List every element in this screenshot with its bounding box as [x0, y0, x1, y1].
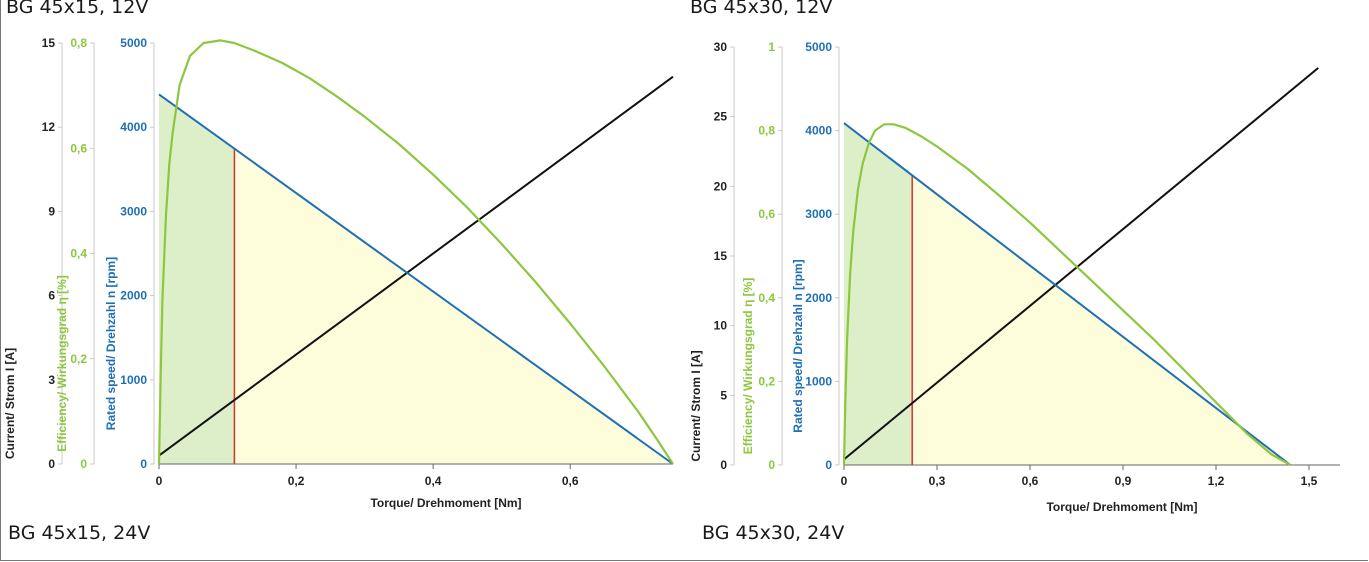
caption-bg45x15-12v: BG 45x15, 12V — [6, 0, 149, 18]
current-axis-tick-label: 9 — [48, 204, 55, 218]
efficiency-axis-tick-label: 0,2 — [70, 352, 87, 366]
continuous-operation-region — [159, 94, 235, 464]
speed-axis-label: Rated speed/ Drehzahl n [rpm] — [104, 257, 118, 430]
efficiency-axis-tick-label: 0 — [768, 458, 775, 472]
current-axis-tick-label: 0 — [720, 458, 727, 472]
x-axis-tick-label: 0 — [841, 474, 848, 488]
current-axis-tick-label: 20 — [714, 179, 728, 193]
continuous-operation-region — [844, 123, 913, 466]
x-axis-tick-label: 1,5 — [1301, 474, 1318, 488]
speed-axis-tick-label: 5000 — [805, 40, 832, 54]
x-axis-label: Torque/ Drehmoment [Nm] — [1046, 500, 1197, 514]
current-axis-label: Current/ Strom I [A] — [3, 348, 17, 459]
efficiency-axis-label: Efficiency/ Wirkungsgrad η [%] — [55, 275, 69, 452]
speed-axis-tick-label: 2000 — [120, 289, 147, 303]
efficiency-axis-tick-label: 0,2 — [758, 374, 775, 388]
efficiency-axis-tick-label: 0,6 — [758, 207, 775, 221]
caption-bg45x30-24v: BG 45x30, 24V — [702, 522, 845, 544]
x-axis-tick-label: 0,3 — [929, 474, 946, 488]
x-axis-tick-label: 1,2 — [1208, 474, 1225, 488]
current-axis-tick-label: 10 — [714, 319, 728, 333]
speed-axis-tick-label: 4000 — [805, 124, 832, 138]
speed-axis-tick-label: 0 — [140, 457, 147, 471]
caption-bg45x15-24v: BG 45x15, 24V — [8, 522, 151, 544]
current-series-line — [843, 67, 1319, 461]
current-axis-tick-label: 3 — [48, 373, 55, 387]
efficiency-axis-tick-label: 0,4 — [758, 291, 775, 305]
x-axis-tick-label: 0 — [156, 474, 163, 488]
efficiency-axis-tick-label: 1 — [768, 40, 775, 54]
efficiency-axis-tick-label: 0,6 — [70, 141, 87, 155]
x-axis-tick-label: 0,4 — [425, 474, 442, 488]
speed-axis-label: Rated speed/ Drehzahl n [rpm] — [791, 259, 805, 432]
speed-axis-tick-label: 4000 — [120, 120, 147, 134]
current-series-line — [158, 75, 674, 457]
speed-axis-tick-label: 1000 — [120, 373, 147, 387]
x-axis-tick-label: 0,2 — [288, 474, 305, 488]
current-axis-label: Current/ Strom I [A] — [689, 350, 703, 461]
current-axis-tick-label: 0 — [48, 457, 55, 471]
current-axis-tick-label: 12 — [42, 120, 56, 134]
speed-axis-tick-label: 3000 — [805, 207, 832, 221]
x-axis-tick-label: 0,9 — [1115, 474, 1132, 488]
current-axis-tick-label: 15 — [714, 249, 728, 263]
speed-series-line — [158, 93, 674, 465]
x-axis-label: Torque/ Drehmoment [Nm] — [370, 496, 521, 510]
caption-bg45x30-12v: BG 45x30, 12V — [690, 0, 833, 18]
efficiency-axis-label: Efficiency/ Wirkungsgrad η [%] — [741, 278, 755, 455]
efficiency-axis-tick-label: 0 — [80, 457, 87, 471]
speed-axis-tick-label: 0 — [825, 458, 832, 472]
current-axis-tick-label: 30 — [714, 40, 728, 54]
efficiency-series-line — [842, 123, 1291, 466]
speed-axis-tick-label: 1000 — [805, 374, 832, 388]
efficiency-series-line — [157, 39, 674, 465]
efficiency-axis-tick-label: 0,8 — [758, 124, 775, 138]
current-axis-tick-label: 15 — [42, 36, 56, 50]
current-axis-tick-label: 6 — [48, 289, 55, 303]
current-axis-tick-label: 25 — [714, 110, 728, 124]
current-axis-tick-label: 5 — [720, 388, 727, 402]
efficiency-axis-tick-label: 0,4 — [70, 247, 87, 261]
speed-axis-tick-label: 5000 — [120, 36, 147, 50]
speed-axis-tick-label: 2000 — [805, 291, 832, 305]
chart-bg45x15-12v: 0 3 6 9 12 15 Current/ Strom I [A] 0 0,2 0,4 0,6 0,… — [3, 36, 674, 510]
speed-axis-tick-label: 3000 — [120, 204, 147, 218]
efficiency-axis-tick-label: 0,8 — [70, 36, 87, 50]
x-axis-tick-label: 0,6 — [562, 474, 579, 488]
x-axis-tick-label: 0,6 — [1022, 474, 1039, 488]
speed-series-line — [843, 122, 1292, 466]
